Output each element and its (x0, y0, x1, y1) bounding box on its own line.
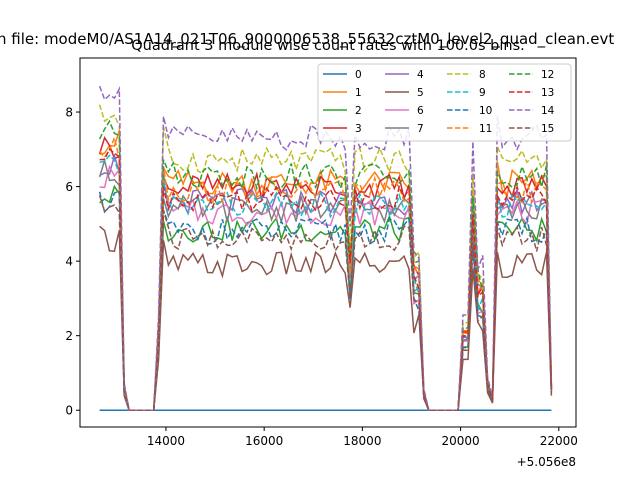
y-tick-label: 6 (65, 180, 73, 194)
legend-label-12: 12 (541, 69, 554, 81)
series-line-12 (98, 119, 553, 411)
legend-label-9: 9 (479, 87, 486, 99)
series-line-13 (99, 147, 553, 411)
legend-label-14: 14 (541, 105, 555, 117)
y-tick-label: 0 (65, 404, 73, 418)
x-tick-label: 14000 (147, 434, 185, 448)
x-tick-label: 18000 (343, 434, 381, 448)
legend-label-7: 7 (417, 123, 424, 135)
legend-label-15: 15 (541, 123, 554, 135)
legend-label-1: 1 (355, 87, 362, 99)
legend-label-3: 3 (355, 123, 362, 135)
x-offset-label: +5.056e8 (517, 455, 576, 469)
legend-label-5: 5 (417, 87, 424, 99)
series-line-9 (99, 154, 553, 411)
axes-frame (79, 57, 577, 428)
legend-label-11: 11 (479, 123, 492, 135)
x-tick-label: 16000 (245, 434, 283, 448)
legend-label-8: 8 (479, 69, 486, 81)
series-line-15 (98, 195, 553, 411)
y-tick-label: 8 (65, 106, 73, 120)
legend-label-0: 0 (355, 69, 362, 81)
chart-suptitle: n file: modeM0/AS1A14_021T06_9000006538_… (0, 30, 614, 49)
x-tick-label: 20000 (442, 434, 480, 448)
series-line-10 (98, 189, 553, 411)
legend-label-2: 2 (355, 105, 362, 117)
chart-title: Quadrant 3 module wise count rates with … (131, 38, 525, 54)
legend-box (317, 63, 572, 142)
legend-label-6: 6 (417, 105, 424, 117)
series-line-11 (99, 135, 553, 411)
series-line-8 (98, 104, 553, 411)
x-tick-label: 22000 (540, 434, 578, 448)
y-tick-label: 4 (65, 255, 73, 269)
legend-label-10: 10 (479, 105, 492, 117)
legend-label-13: 13 (541, 87, 554, 99)
x-axis: 14000 16000 18000 20000 22000 (147, 427, 578, 448)
y-tick-label: 2 (65, 329, 73, 343)
y-axis: 0 2 4 6 8 (65, 106, 80, 418)
legend-label-4: 4 (417, 69, 424, 81)
